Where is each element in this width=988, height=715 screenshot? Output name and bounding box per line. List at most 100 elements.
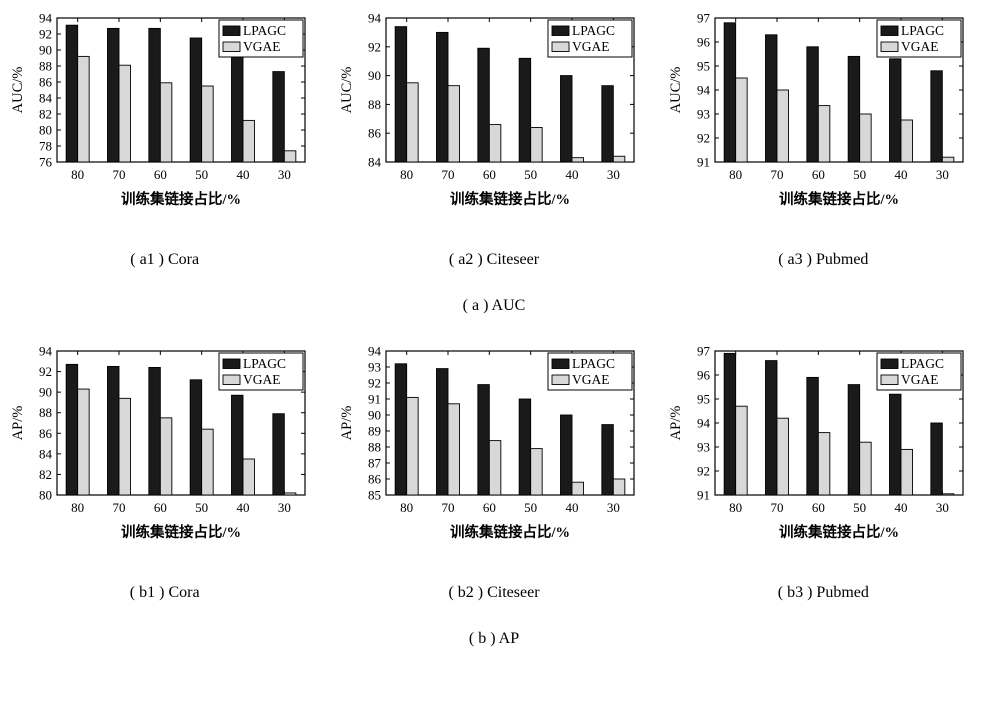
svg-text:AP/%: AP/% <box>668 406 684 441</box>
svg-text:94: 94 <box>697 83 711 98</box>
svg-text:84: 84 <box>368 155 382 170</box>
svg-text:80: 80 <box>39 488 52 503</box>
svg-text:AP/%: AP/% <box>339 406 355 441</box>
svg-text:86: 86 <box>368 472 382 487</box>
svg-text:60: 60 <box>483 500 496 515</box>
svg-text:92: 92 <box>39 27 52 42</box>
svg-text:60: 60 <box>483 167 496 182</box>
svg-text:88: 88 <box>368 97 381 112</box>
svg-text:85: 85 <box>368 488 381 503</box>
chart-a3-pubmed-auc: 91 92 93 94 95 96 97 80 70 60 50 40 30 训练集链接占比/% AUC/%… <box>667 8 979 225</box>
svg-text:VGAE: VGAE <box>243 372 281 387</box>
svg-text:80: 80 <box>729 167 742 182</box>
svg-text:70: 70 <box>441 500 454 515</box>
svg-text:82: 82 <box>39 467 52 482</box>
svg-text:80: 80 <box>39 123 52 138</box>
svg-text:86: 86 <box>39 75 53 90</box>
svg-text:80: 80 <box>400 500 413 515</box>
svg-text:30: 30 <box>936 167 949 182</box>
svg-text:80: 80 <box>71 167 84 182</box>
chart-svg-a3-pubmed-auc: 91 92 93 94 95 96 97 80 70 60 50 40 30 训练集链接占比/% AUC/%… <box>668 11 964 208</box>
svg-text:94: 94 <box>39 11 53 26</box>
svg-text:VGAE: VGAE <box>901 372 939 387</box>
svg-text:97: 97 <box>697 344 711 359</box>
caption-a2: ( a2 ) Citeseer <box>448 251 540 268</box>
group-caption-b: ( b ) AP <box>468 630 520 647</box>
svg-text:50: 50 <box>195 167 208 182</box>
svg-text:30: 30 <box>277 500 290 515</box>
svg-text:LPAGC: LPAGC <box>243 356 286 371</box>
svg-text:92: 92 <box>39 364 52 379</box>
svg-text:80: 80 <box>400 167 413 182</box>
svg-text:90: 90 <box>368 408 381 423</box>
svg-text:60: 60 <box>153 500 166 515</box>
svg-text:94: 94 <box>39 344 53 359</box>
svg-text:30: 30 <box>607 167 620 182</box>
svg-text:40: 40 <box>895 167 908 182</box>
chart-svg-b3-pubmed-ap: 91 92 93 94 95 96 97 80 70 60 50 40 30 训练集链接占比/% AP/% L… <box>668 344 964 541</box>
svg-text:AUC/%: AUC/% <box>668 67 684 114</box>
svg-text:40: 40 <box>565 500 578 515</box>
svg-text:95: 95 <box>697 59 710 74</box>
caption-b3: ( b3 ) Pubmed <box>777 584 869 601</box>
svg-text:92: 92 <box>368 39 381 54</box>
svg-text:94: 94 <box>697 416 711 431</box>
svg-text:91: 91 <box>697 155 710 170</box>
svg-text:93: 93 <box>697 440 710 455</box>
svg-text:VGAE: VGAE <box>901 39 939 54</box>
svg-text:88: 88 <box>39 405 52 420</box>
svg-text:LPAGC: LPAGC <box>572 356 615 371</box>
chart-b3-pubmed-ap: 91 92 93 94 95 96 97 80 70 60 50 40 30 训练集链接占比/% AP/% L… <box>667 341 979 558</box>
svg-text:84: 84 <box>39 446 53 461</box>
svg-text:70: 70 <box>771 167 784 182</box>
svg-text:AUC/%: AUC/% <box>339 67 355 114</box>
svg-text:30: 30 <box>607 500 620 515</box>
svg-text:86: 86 <box>39 426 53 441</box>
svg-text:LPAGC: LPAGC <box>901 23 944 38</box>
svg-text:50: 50 <box>195 500 208 515</box>
svg-text:AP/%: AP/% <box>10 406 26 441</box>
chart-b2-citeseer-ap: 85 86 87 88 89 90 91 92 93 94 80 70 60 50 40 30 训练集链接占比/… <box>338 341 650 558</box>
svg-text:VGAE: VGAE <box>243 39 281 54</box>
chart-row-auc: 76 78 80 82 84 86 88 90 92 94 80 70 60 50 40 30 训练集链接占比/… <box>0 8 988 225</box>
svg-text:60: 60 <box>812 500 825 515</box>
svg-text:50: 50 <box>853 500 866 515</box>
svg-text:70: 70 <box>112 167 125 182</box>
svg-text:训练集链接占比/%: 训练集链接占比/% <box>121 523 241 541</box>
svg-text:VGAE: VGAE <box>572 39 610 54</box>
svg-text:78: 78 <box>39 139 52 154</box>
svg-text:97: 97 <box>697 11 711 26</box>
svg-text:91: 91 <box>697 488 710 503</box>
svg-text:80: 80 <box>71 500 84 515</box>
svg-text:40: 40 <box>895 500 908 515</box>
svg-text:90: 90 <box>368 68 381 83</box>
svg-text:50: 50 <box>853 167 866 182</box>
caption-b2: ( b2 ) Citeseer <box>448 584 540 601</box>
svg-text:70: 70 <box>441 167 454 182</box>
svg-text:96: 96 <box>697 35 711 50</box>
svg-text:40: 40 <box>565 167 578 182</box>
svg-text:训练集链接占比/%: 训练集链接占比/% <box>450 190 570 208</box>
svg-text:86: 86 <box>368 126 382 141</box>
svg-text:LPAGC: LPAGC <box>901 356 944 371</box>
caption-row-b: ( b1 ) Cora ( b2 ) Citeseer ( b3 ) Pubme… <box>0 584 988 602</box>
svg-text:90: 90 <box>39 43 52 58</box>
chart-b1-cora-ap: 80 82 84 86 88 90 92 94 80 70 60 50 40 30 训练集链接占比/% AP/… <box>9 341 321 558</box>
svg-text:训练集链接占比/%: 训练集链接占比/% <box>121 190 241 208</box>
caption-row-a: ( a1 ) Cora ( a2 ) Citeseer ( a3 ) Pubme… <box>0 251 988 269</box>
svg-text:92: 92 <box>697 464 710 479</box>
svg-text:70: 70 <box>112 500 125 515</box>
svg-text:80: 80 <box>729 500 742 515</box>
svg-text:30: 30 <box>936 500 949 515</box>
svg-text:训练集链接占比/%: 训练集链接占比/% <box>779 190 899 208</box>
svg-text:LPAGC: LPAGC <box>243 23 286 38</box>
svg-text:96: 96 <box>697 368 711 383</box>
svg-text:训练集链接占比/%: 训练集链接占比/% <box>450 523 570 541</box>
caption-b1: ( b1 ) Cora <box>129 584 200 601</box>
svg-text:40: 40 <box>236 500 249 515</box>
svg-text:60: 60 <box>812 167 825 182</box>
svg-text:76: 76 <box>39 155 53 170</box>
